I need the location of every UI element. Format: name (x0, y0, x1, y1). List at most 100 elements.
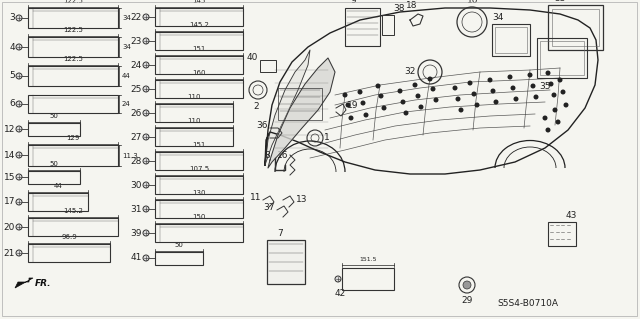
Bar (155, 32, 243, 50)
Text: 30: 30 (131, 181, 142, 189)
Text: 19: 19 (347, 101, 358, 110)
Circle shape (16, 73, 22, 79)
Text: 29: 29 (461, 296, 473, 305)
Circle shape (349, 115, 353, 121)
Circle shape (358, 90, 362, 94)
Circle shape (401, 100, 406, 105)
Bar (155, 224, 243, 242)
Circle shape (360, 100, 365, 106)
Text: 5: 5 (9, 71, 15, 80)
Text: 44: 44 (54, 183, 62, 189)
Circle shape (143, 255, 149, 261)
Circle shape (428, 77, 433, 81)
Circle shape (563, 102, 568, 108)
Circle shape (381, 106, 387, 110)
Text: 35: 35 (540, 82, 551, 91)
Polygon shape (268, 58, 335, 168)
Text: 31: 31 (131, 204, 142, 213)
Text: 145: 145 (193, 0, 205, 4)
Circle shape (557, 78, 563, 83)
Circle shape (552, 93, 557, 98)
Text: FR.: FR. (35, 278, 51, 287)
Text: 145.2: 145.2 (189, 22, 209, 28)
Bar (540, 41, 584, 75)
Circle shape (531, 84, 536, 88)
Circle shape (508, 75, 513, 79)
Text: 151: 151 (192, 46, 205, 52)
Text: 50: 50 (49, 113, 58, 119)
Text: 129: 129 (67, 135, 80, 141)
Text: 13: 13 (296, 196, 307, 204)
Bar (382, 15, 394, 35)
Bar (28, 193, 88, 211)
Text: 110: 110 (188, 118, 201, 124)
Text: 151: 151 (192, 142, 205, 148)
Polygon shape (15, 278, 33, 288)
Circle shape (364, 113, 369, 117)
Text: 151.5: 151.5 (359, 257, 377, 262)
Text: 20: 20 (4, 222, 15, 232)
Text: 9: 9 (350, 0, 356, 5)
Text: 1: 1 (324, 133, 330, 143)
Bar (28, 123, 80, 136)
Text: 22: 22 (131, 12, 142, 21)
Circle shape (16, 152, 22, 158)
Bar (155, 152, 243, 170)
Polygon shape (265, 50, 310, 165)
Text: 34: 34 (122, 15, 131, 21)
Text: 24: 24 (122, 101, 131, 107)
Circle shape (143, 86, 149, 92)
Bar (28, 95, 118, 113)
Bar (155, 8, 243, 26)
Bar (28, 66, 118, 86)
Circle shape (16, 44, 22, 50)
Circle shape (490, 88, 495, 93)
Text: 4: 4 (10, 42, 15, 51)
Text: 122.5: 122.5 (63, 27, 83, 33)
Circle shape (545, 128, 550, 132)
Text: S5S4-B0710A: S5S4-B0710A (497, 300, 558, 308)
Circle shape (511, 85, 515, 91)
Bar (548, 5, 603, 50)
Text: 2: 2 (253, 102, 259, 111)
Bar (28, 171, 80, 184)
Text: 33: 33 (554, 0, 566, 3)
Circle shape (16, 250, 22, 256)
Bar (342, 268, 394, 290)
Bar (552, 9, 599, 46)
Text: 38: 38 (393, 4, 404, 13)
Circle shape (534, 94, 538, 100)
Circle shape (376, 84, 381, 88)
Circle shape (548, 81, 554, 86)
Circle shape (143, 230, 149, 236)
Circle shape (415, 93, 420, 99)
Text: 21: 21 (4, 249, 15, 257)
Circle shape (143, 62, 149, 68)
Circle shape (143, 14, 149, 20)
Bar (155, 176, 243, 194)
Bar (155, 252, 203, 265)
Text: 160: 160 (192, 70, 205, 76)
Text: 6: 6 (9, 100, 15, 108)
Bar (28, 218, 118, 236)
Circle shape (143, 110, 149, 116)
Circle shape (143, 206, 149, 212)
Text: 18: 18 (406, 1, 418, 10)
Text: 7: 7 (277, 229, 283, 238)
Text: 34: 34 (122, 44, 131, 50)
Circle shape (16, 174, 22, 180)
Circle shape (545, 70, 550, 76)
Circle shape (143, 158, 149, 164)
Circle shape (561, 90, 566, 94)
Text: 26: 26 (131, 108, 142, 117)
Circle shape (543, 115, 547, 121)
Text: 23: 23 (131, 36, 142, 46)
Circle shape (488, 78, 493, 83)
Circle shape (403, 110, 408, 115)
Bar (492, 24, 530, 56)
Text: 27: 27 (131, 132, 142, 142)
Bar (155, 104, 233, 122)
Text: 3: 3 (9, 13, 15, 23)
Circle shape (342, 93, 348, 98)
Text: 32: 32 (404, 68, 416, 77)
